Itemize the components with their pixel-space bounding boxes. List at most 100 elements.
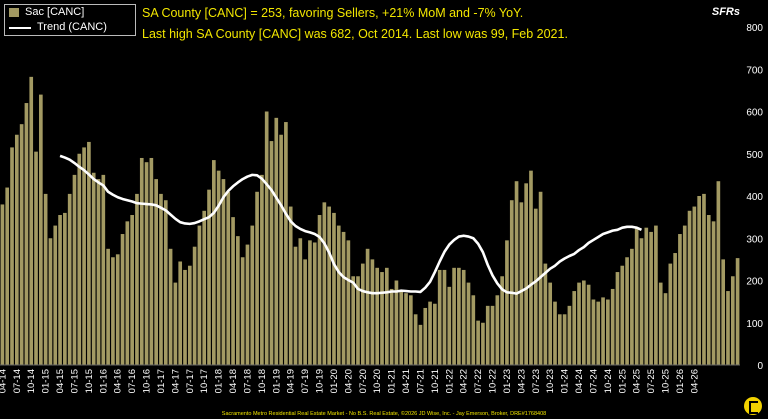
x-tick-label: 04-24: [574, 369, 585, 393]
bar: [529, 170, 533, 365]
brand-logo-icon: [744, 397, 762, 415]
bar: [620, 265, 625, 365]
x-tick-label: 10-23: [545, 369, 556, 393]
bar: [466, 282, 471, 365]
bar: [346, 240, 351, 365]
bar: [735, 258, 740, 365]
bar: [221, 179, 226, 365]
legend-label-bars: Sac [CANC]: [25, 6, 85, 18]
bar: [404, 293, 408, 365]
bar: [240, 257, 245, 365]
bar: [202, 210, 207, 365]
x-tick-label: 07-15: [70, 369, 81, 393]
bar: [5, 187, 10, 365]
bar: [10, 147, 14, 365]
y-tick-label: 0: [757, 361, 763, 372]
bar: [130, 215, 134, 365]
bar: [77, 153, 82, 365]
bar: [43, 193, 48, 365]
bar: [505, 240, 509, 365]
bar: [557, 314, 562, 365]
bar: [111, 257, 115, 365]
bar: [269, 141, 274, 365]
x-tick-label: 01-22: [444, 369, 455, 393]
x-tick-label: 10-21: [430, 369, 441, 393]
x-tick-label: 10-24: [603, 369, 614, 393]
x-tick-label: 07-23: [531, 369, 542, 393]
x-tick-label: 01-23: [502, 369, 513, 393]
bar: [409, 295, 413, 365]
bar: [274, 117, 279, 365]
headline-current: SA County [CANC] = 253, favoring Sellers…: [142, 6, 524, 20]
bar: [322, 202, 327, 365]
bar: [336, 225, 341, 365]
bar: [433, 303, 437, 365]
bar: [231, 217, 235, 366]
bar: [639, 238, 644, 365]
bar: [303, 259, 307, 366]
bar: [730, 276, 735, 365]
bar: [284, 122, 288, 365]
trend-line: [59, 154, 643, 295]
bar: [216, 170, 221, 365]
bar: [524, 183, 528, 365]
bar: [91, 172, 96, 365]
bar: [53, 225, 58, 365]
bar: [706, 215, 711, 365]
x-tick-label: 07-19: [300, 369, 311, 393]
bar: [351, 276, 356, 365]
bar: [135, 193, 139, 365]
bar: [39, 94, 43, 365]
bar: [298, 238, 303, 365]
bar: [437, 269, 442, 365]
bar: [163, 200, 168, 365]
bar: [678, 234, 682, 365]
bar: [562, 314, 567, 365]
legend: Sac [CANC] Trend (CANC): [4, 4, 136, 36]
x-tick-label: 01-19: [271, 369, 282, 393]
x-axis: 04-14 07-14 10-14 01-15 04-15 07-15 10-15 01-16…: [0, 364, 740, 393]
bar: [452, 267, 456, 365]
bar: [384, 267, 389, 365]
bar: [212, 160, 216, 365]
x-tick-label: 10-17: [199, 369, 210, 393]
bar: [721, 259, 726, 366]
bar: [87, 141, 91, 365]
bar: [519, 202, 524, 365]
bar: [615, 272, 620, 365]
bars-group: [0, 76, 740, 366]
bar: [260, 174, 264, 366]
bar: [668, 263, 673, 365]
bar: [500, 276, 504, 365]
bar: [394, 280, 399, 365]
x-tick-label: 04-25: [632, 369, 643, 393]
bar: [365, 248, 370, 365]
bar: [67, 193, 72, 365]
bar: [308, 240, 312, 365]
bar: [596, 301, 601, 366]
bar: [288, 206, 293, 365]
bar: [567, 305, 572, 365]
x-tick-label: 07-18: [243, 369, 254, 393]
bar: [442, 269, 447, 365]
x-tick-label: 07-21: [416, 369, 427, 393]
bar: [658, 282, 663, 365]
bar: [264, 111, 269, 365]
bar: [457, 267, 461, 365]
bar: [82, 147, 86, 365]
y-tick-label: 600: [746, 108, 763, 119]
headline-high-low: Last high SA County [CANC] was 682, Oct …: [142, 27, 568, 41]
bar: [120, 234, 125, 365]
bar: [399, 291, 404, 365]
bar: [389, 288, 394, 365]
bar: [582, 280, 586, 365]
x-tick-label: 01-21: [387, 369, 398, 393]
bar: [711, 221, 716, 365]
bar: [317, 215, 322, 365]
bar: [115, 254, 120, 365]
legend-swatch-trend: [9, 27, 31, 29]
x-tick-label: 01-24: [560, 369, 571, 393]
bar: [495, 295, 500, 365]
x-tick-label: 10-25: [661, 369, 672, 393]
